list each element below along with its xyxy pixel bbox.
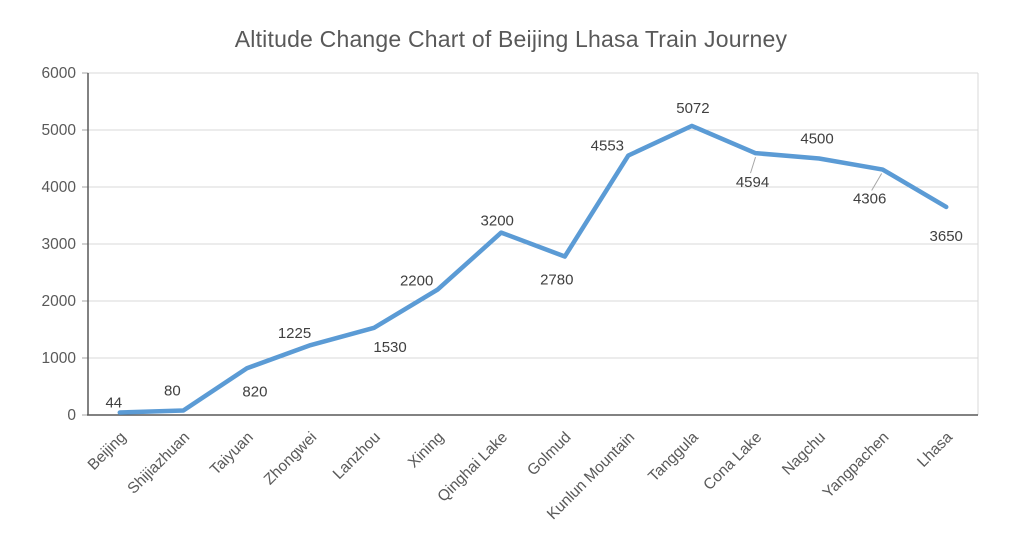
data-label: 3650 <box>930 228 963 245</box>
data-label: 4500 <box>800 131 833 148</box>
y-tick-label: 0 <box>67 407 76 424</box>
x-category-label: Beijing <box>85 429 130 474</box>
data-label: 80 <box>164 382 181 399</box>
x-category-label: Golmud <box>524 429 574 479</box>
x-category-label: Yangpachen <box>820 429 893 502</box>
altitude-series-line <box>117 123 949 415</box>
data-label: 1225 <box>278 325 311 342</box>
data-label: 2780 <box>540 272 573 289</box>
data-label: 1530 <box>373 339 406 356</box>
y-tick-label: 5000 <box>42 122 77 139</box>
data-label: 820 <box>242 383 267 400</box>
y-tick-label: 2000 <box>42 293 77 310</box>
data-label: 5072 <box>676 100 709 117</box>
chart-title: Altitude Change Chart of Beijing Lhasa T… <box>234 26 788 52</box>
data-label: 4553 <box>591 137 624 154</box>
x-category-label: Tanggula <box>645 429 702 486</box>
data-label: 44 <box>105 394 122 411</box>
x-category-label: Taiyuan <box>207 429 257 479</box>
y-tick-label: 3000 <box>42 236 77 253</box>
data-label: 4306 <box>853 191 886 208</box>
x-category-label: Shijiazhuan <box>124 429 193 498</box>
x-category-label: Cona Lake <box>700 429 765 494</box>
x-category-label: Lhasa <box>914 429 956 471</box>
x-category-label: Lanzhou <box>330 429 384 483</box>
y-tick-label: 1000 <box>42 350 77 367</box>
data-label: 3200 <box>481 213 514 230</box>
data-label-leader-line <box>871 173 883 191</box>
x-category-label: Nagchu <box>779 429 829 479</box>
x-category-label: Zhongwei <box>261 429 321 489</box>
y-tick-label: 6000 <box>42 65 77 82</box>
data-label-leader-line <box>750 156 756 174</box>
y-tick-label: 4000 <box>42 179 77 196</box>
data-label: 4594 <box>736 174 769 191</box>
data-label: 2200 <box>400 273 433 290</box>
x-category-label: Xining <box>405 429 447 471</box>
